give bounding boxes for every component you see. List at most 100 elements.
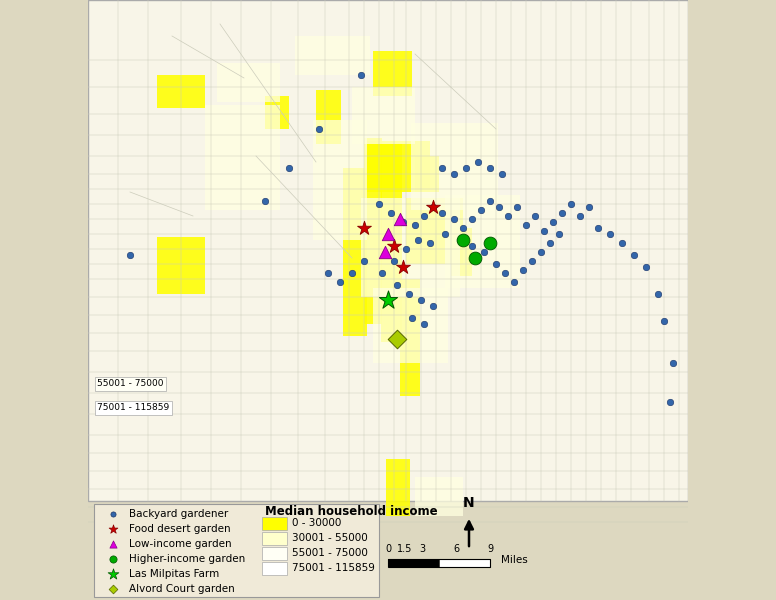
Text: Low-income garden: Low-income garden [129,539,231,549]
Text: Higher-income garden: Higher-income garden [129,554,245,564]
Point [667,358,679,368]
Text: 55001 - 75000: 55001 - 75000 [292,548,368,558]
Bar [411,123,497,210]
Text: 3: 3 [419,544,425,554]
Point [508,277,520,287]
Point [382,295,394,305]
Text: 30001 - 55000: 30001 - 55000 [292,533,368,543]
Point [472,157,484,167]
Bar [439,559,490,567]
Point [382,229,394,239]
Point [448,169,460,179]
Point [124,250,137,260]
Point [592,223,605,233]
Point [483,163,496,173]
Point [415,295,428,305]
Bar [262,517,287,530]
Point [490,259,502,269]
Point [406,313,418,323]
Point [358,256,370,266]
Point [417,319,430,329]
Point [400,244,412,254]
Point [526,256,539,266]
Text: Las Milpitas Farm: Las Milpitas Farm [129,569,219,579]
Bar [94,504,379,597]
Point [556,208,568,218]
Bar [415,156,439,192]
Point [436,163,449,173]
Point [565,199,577,209]
Point [466,241,478,251]
Bar [373,288,448,363]
Text: 75001 - 115859: 75001 - 115859 [97,403,169,413]
Point [535,247,547,257]
Text: Backyard gardener: Backyard gardener [129,509,228,519]
Point [658,316,670,326]
Point [397,262,409,272]
Point [385,208,397,218]
Bar [262,547,287,560]
Bar [386,459,411,516]
Point [438,229,451,239]
Text: 55001 - 75000: 55001 - 75000 [97,379,164,389]
Point [520,220,532,230]
Bar [217,63,280,102]
Point [436,208,449,218]
Point [313,124,325,134]
Bar [451,228,472,276]
Point [346,268,359,278]
Point [511,202,523,212]
Point [258,196,271,206]
Point [372,199,385,209]
Bar [157,237,205,294]
Point [282,163,295,173]
Point [469,253,481,263]
Bar [364,138,382,324]
Bar [415,477,463,516]
Point [412,235,424,245]
Point [652,289,664,299]
Point [107,539,120,549]
Text: 9: 9 [487,544,493,554]
Point [379,247,391,257]
Point [639,262,652,272]
Point [393,214,406,224]
Point [427,202,439,212]
Point [107,584,120,594]
Point [547,217,559,227]
Point [358,223,370,233]
Text: 0: 0 [385,544,391,554]
Bar [445,195,520,288]
Point [538,226,550,236]
Text: Miles: Miles [501,556,528,565]
Bar [205,105,280,210]
Bar [262,562,287,575]
Point [427,301,439,311]
Bar [316,90,341,144]
Point [493,202,505,212]
Point [483,238,496,248]
Bar [88,0,688,501]
Point [424,238,436,248]
Point [628,250,640,260]
Text: 0 - 30000: 0 - 30000 [292,518,341,528]
Point [334,277,346,287]
Point [427,202,439,212]
Point [457,235,469,245]
Bar [265,96,289,129]
Bar [361,198,460,297]
Point [604,229,616,239]
Point [391,280,404,290]
Bar [367,141,430,192]
Point [388,241,400,251]
Bar [388,559,439,567]
Point [466,214,478,224]
Point [457,223,469,233]
Bar [343,168,367,336]
Point [478,247,490,257]
Point [460,163,473,173]
Point [322,268,334,278]
Point [409,220,421,230]
Point [417,211,430,221]
Point [616,238,629,248]
